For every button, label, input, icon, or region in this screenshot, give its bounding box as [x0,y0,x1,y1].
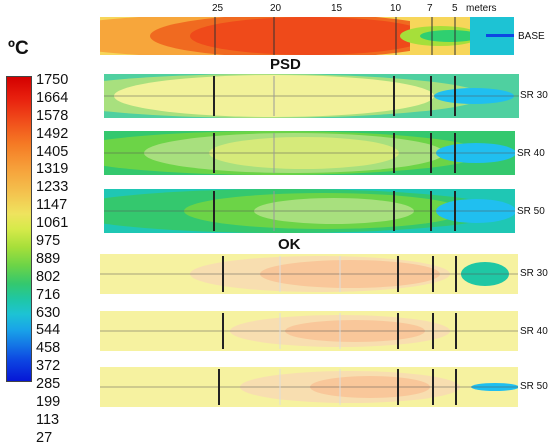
legend-tick: 544 [36,322,61,339]
legend-tick: 1147 [36,197,68,214]
row-label-psd-sr40: SR 40 [517,148,545,159]
kiln-strip-psd-sr30 [104,74,519,118]
kiln-strip-psd-sr40 [104,131,515,175]
legend-tick: 1405 [36,143,69,160]
legend-tick: 199 [36,394,61,411]
distance-label-5: 5 [452,3,458,14]
legend-tick: 1061 [36,215,69,232]
distance-label-15: 15 [331,3,343,14]
legend-tick: 1492 [36,125,69,142]
row-label-base: BASE [518,31,545,42]
distance-unit-label: meters [466,3,497,14]
distance-scale: 25 20 15 10 7 5 meters [100,0,520,18]
row-label-ok-sr50: SR 50 [520,381,548,392]
legend-tick: 1750 [36,72,69,88]
row-label-psd-sr50: SR 50 [517,206,545,217]
legend-tick: 1319 [36,161,69,178]
kiln-strip-base [100,17,514,55]
legend-tick: 285 [36,376,61,393]
distance-label-25: 25 [212,3,224,14]
row-label-ok-sr40: SR 40 [520,326,548,337]
legend-tick: 889 [36,250,61,267]
legend-tick: 1233 [36,179,69,196]
legend-tick: 630 [36,304,61,321]
distance-label-7: 7 [427,3,433,14]
row-label-psd-sr30: SR 30 [520,90,548,101]
legend-color-bar [6,76,32,382]
distance-label-20: 20 [270,3,282,14]
legend-tick: 802 [36,268,61,285]
legend-tick: 372 [36,358,61,375]
color-legend: 1750 1664 1578 1492 1405 1319 1233 1147 … [6,72,104,446]
distance-label-10: 10 [390,3,402,14]
kiln-strip-ok-sr40 [100,311,518,351]
legend-tick: 1664 [36,89,69,106]
legend-tick: 1578 [36,107,69,124]
section-title-psd: PSD [270,56,301,73]
kiln-strip-ok-sr30 [100,254,518,294]
kiln-strip-ok-sr50 [100,367,518,407]
section-title-ok: OK [278,236,301,253]
legend-tick: 975 [36,233,61,250]
legend-tick: 458 [36,340,61,357]
temperature-unit-label: ºC [8,38,29,59]
legend-tick: 27 [36,429,53,446]
kiln-strip-psd-sr50 [104,189,515,233]
legend-ticks: 1750 1664 1578 1492 1405 1319 1233 1147 … [36,72,106,448]
legend-tick: 716 [36,286,61,303]
row-label-ok-sr30: SR 30 [520,268,548,279]
legend-tick: 113 [36,411,60,428]
